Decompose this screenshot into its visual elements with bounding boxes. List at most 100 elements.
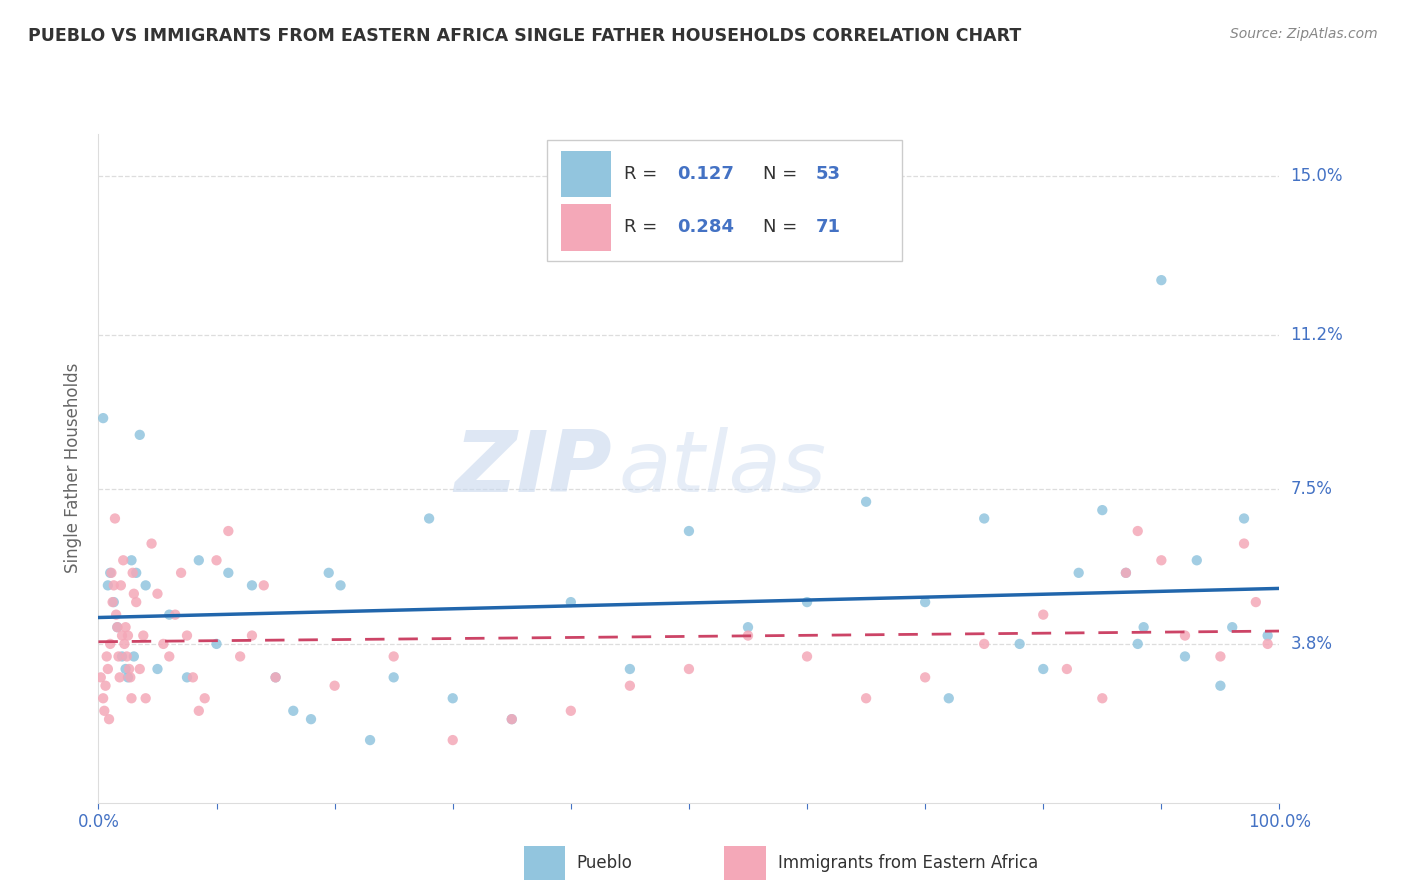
Point	[122, 587, 145, 601]
Point	[501, 712, 523, 726]
Point	[105, 620, 128, 634]
Text: PUEBLO VS IMMIGRANTS FROM EASTERN AFRICA SINGLE FATHER HOUSEHOLDS CORRELATION CH: PUEBLO VS IMMIGRANTS FROM EASTERN AFRICA…	[28, 27, 1021, 45]
Text: N =: N =	[763, 219, 803, 236]
Point	[135, 578, 157, 592]
Point	[176, 670, 198, 684]
Y-axis label: Single Father Households: Single Father Households	[65, 363, 83, 574]
Point	[855, 494, 877, 508]
Point	[114, 620, 136, 634]
Point	[165, 607, 187, 622]
Point	[1091, 503, 1114, 517]
Point	[382, 649, 405, 664]
Point	[382, 670, 405, 684]
Point	[141, 536, 163, 550]
Point	[441, 691, 464, 706]
Point	[796, 649, 818, 664]
Point	[90, 670, 112, 684]
Point	[97, 662, 120, 676]
Point	[205, 637, 228, 651]
Point	[121, 553, 143, 567]
Point	[855, 691, 877, 706]
Text: 53: 53	[815, 165, 841, 183]
Point	[118, 662, 141, 676]
Text: 0.127: 0.127	[678, 165, 734, 183]
Text: atlas: atlas	[619, 426, 827, 510]
FancyBboxPatch shape	[561, 204, 612, 251]
Point	[152, 637, 174, 651]
Point	[194, 691, 217, 706]
Point	[132, 628, 155, 642]
Point	[1150, 553, 1173, 567]
Point	[240, 628, 263, 642]
Point	[157, 607, 180, 622]
Point	[1150, 273, 1173, 287]
Point	[1233, 511, 1256, 525]
Point	[205, 553, 228, 567]
Text: 7.5%: 7.5%	[1291, 480, 1333, 499]
Text: 71: 71	[815, 219, 841, 236]
Point	[318, 566, 340, 580]
Point	[737, 628, 759, 642]
Point	[128, 662, 150, 676]
Point	[737, 620, 759, 634]
Point	[98, 566, 121, 580]
Point	[1008, 637, 1031, 651]
Point	[125, 566, 148, 580]
Point	[128, 428, 150, 442]
Point	[914, 670, 936, 684]
Point	[1115, 566, 1137, 580]
Point	[1067, 566, 1090, 580]
Point	[107, 649, 129, 664]
Point	[104, 511, 127, 525]
Point	[678, 662, 700, 676]
Text: 3.8%: 3.8%	[1291, 635, 1333, 653]
Point	[97, 578, 120, 592]
Point	[229, 649, 252, 664]
Point	[146, 662, 169, 676]
Point	[1032, 607, 1054, 622]
Point	[96, 649, 118, 664]
Text: R =: R =	[624, 219, 664, 236]
Point	[103, 578, 125, 592]
Point	[323, 679, 346, 693]
Point	[181, 670, 204, 684]
Text: Pueblo: Pueblo	[576, 854, 633, 872]
Point	[678, 524, 700, 538]
Point	[796, 595, 818, 609]
Point	[329, 578, 352, 592]
Point	[112, 637, 135, 651]
Text: 15.0%: 15.0%	[1291, 167, 1343, 185]
Point	[122, 649, 145, 664]
Point	[105, 607, 128, 622]
Point	[110, 578, 132, 592]
Text: 11.2%: 11.2%	[1291, 326, 1343, 343]
Point	[418, 511, 440, 525]
Point	[1174, 628, 1197, 642]
Point	[619, 662, 641, 676]
Point	[264, 670, 287, 684]
Point	[187, 704, 209, 718]
Text: Immigrants from Eastern Africa: Immigrants from Eastern Africa	[778, 854, 1038, 872]
Point	[264, 670, 287, 684]
Point	[98, 712, 121, 726]
Point	[619, 679, 641, 693]
Point	[103, 595, 125, 609]
Point	[1174, 649, 1197, 664]
Point	[114, 662, 136, 676]
Point	[1032, 662, 1054, 676]
Point	[973, 637, 995, 651]
Point	[1056, 662, 1078, 676]
Point	[93, 704, 115, 718]
Point	[501, 712, 523, 726]
Point	[101, 595, 124, 609]
Point	[120, 670, 142, 684]
Text: N =: N =	[763, 165, 803, 183]
Point	[1185, 553, 1208, 567]
Point	[105, 620, 128, 634]
Point	[115, 649, 138, 664]
Point	[560, 595, 582, 609]
Point	[176, 628, 198, 642]
Point	[117, 628, 139, 642]
Point	[560, 704, 582, 718]
Point	[1257, 637, 1279, 651]
